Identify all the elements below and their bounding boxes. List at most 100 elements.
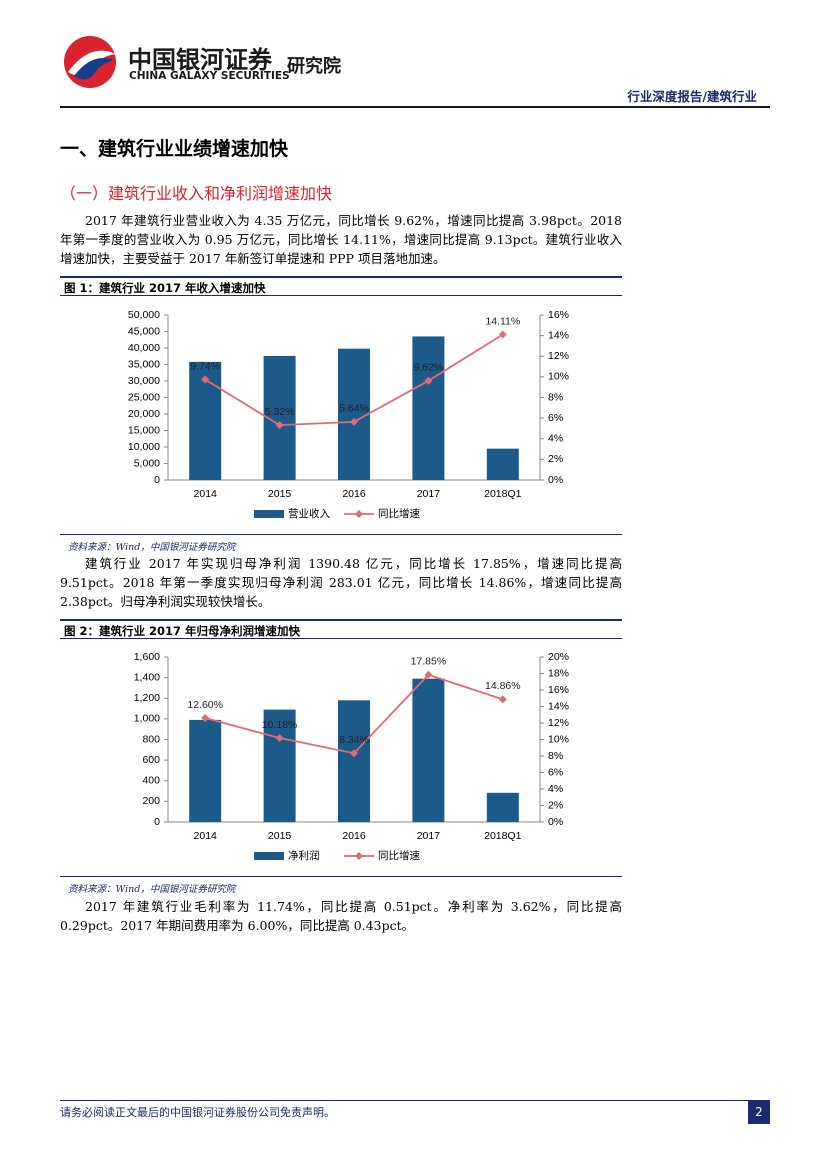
- x-tick-label: 2016: [342, 830, 366, 842]
- tick-label: 35,000: [128, 358, 160, 370]
- tick-label: 0%: [548, 474, 563, 486]
- tick-label: 2%: [548, 453, 563, 465]
- tick-label: 20%: [548, 651, 569, 663]
- tick-label: 200: [142, 795, 160, 807]
- x-tick-label: 2015: [268, 830, 292, 842]
- tick-label: 8%: [548, 391, 563, 403]
- chart-rule: [60, 876, 622, 877]
- data-label: 9.74%: [190, 360, 220, 372]
- tick-label: 0%: [548, 816, 563, 828]
- bar: [486, 448, 519, 480]
- data-label: 17.85%: [411, 656, 447, 668]
- bar: [338, 348, 370, 480]
- data-label: 12.60%: [187, 699, 223, 711]
- tick-label: 0: [154, 816, 160, 828]
- legend-label: 营业收入: [288, 507, 330, 520]
- point: [424, 670, 433, 679]
- tick-label: 14%: [548, 329, 569, 341]
- legend-swatch: [355, 852, 363, 860]
- point: [201, 714, 210, 723]
- tick-label: 16%: [548, 684, 569, 696]
- tick-label: 5,000: [134, 457, 160, 469]
- bar: [338, 700, 370, 822]
- legend-swatch: [254, 852, 284, 860]
- legend-swatch: [355, 510, 363, 518]
- point: [275, 734, 284, 743]
- legend-label: 同比增速: [378, 849, 420, 862]
- data-label: 14.86%: [485, 680, 521, 692]
- tick-label: 25,000: [128, 391, 160, 403]
- tick-label: 8%: [548, 750, 563, 762]
- bar: [412, 678, 445, 822]
- tick-label: 45,000: [128, 325, 160, 337]
- tick-label: 6%: [548, 412, 563, 424]
- x-tick-label: 2015: [268, 488, 292, 500]
- x-tick-label: 2018Q1: [484, 830, 522, 842]
- tick-label: 30,000: [128, 375, 160, 387]
- tick-label: 20,000: [128, 408, 160, 420]
- footer-rule: [60, 1100, 770, 1101]
- x-tick-label: 2014: [194, 488, 218, 500]
- paragraph: 建筑行业 2017 年实现归母净利润 1390.48 亿元，同比增长 17.85…: [60, 556, 622, 609]
- legend-swatch: [254, 510, 284, 518]
- tick-label: 18%: [548, 667, 569, 679]
- tick-label: 600: [142, 754, 160, 766]
- bar: [189, 719, 222, 822]
- page-number: 2: [748, 1100, 770, 1124]
- tick-label: 10%: [548, 733, 569, 745]
- tick-label: 14%: [548, 700, 569, 712]
- tick-label: 0: [154, 474, 160, 486]
- chart-rule: [60, 534, 622, 535]
- tick-label: 16%: [548, 309, 569, 321]
- tick-label: 10,000: [128, 441, 160, 453]
- tick-label: 1,400: [134, 671, 160, 683]
- data-label: 14.11%: [485, 315, 520, 327]
- tick-label: 12%: [548, 717, 569, 729]
- tick-label: 400: [142, 775, 160, 787]
- tick-label: 10%: [548, 371, 569, 383]
- tick-label: 12%: [548, 350, 569, 362]
- data-label: 9.62%: [414, 362, 444, 374]
- tick-label: 800: [142, 733, 160, 745]
- section-title: 一、建筑行业业绩增速加快: [60, 138, 289, 160]
- tick-label: 50,000: [128, 309, 160, 321]
- logo-cn: 中国银河证券: [128, 46, 272, 74]
- tick-label: 1,200: [134, 692, 160, 704]
- header-rule: [60, 106, 770, 108]
- tick-label: 1,000: [134, 713, 160, 725]
- tick-label: 6%: [548, 766, 563, 778]
- tick-label: 2%: [548, 799, 563, 811]
- bar: [263, 709, 296, 822]
- data-label: 5.32%: [265, 406, 295, 418]
- point: [498, 695, 507, 704]
- point: [201, 375, 210, 384]
- bar: [486, 792, 519, 822]
- point: [350, 417, 358, 426]
- data-label: 5.64%: [339, 403, 369, 415]
- tick-label: 4%: [548, 433, 563, 445]
- institute: 研究院: [287, 56, 341, 77]
- data-label: 8.34%: [339, 734, 369, 746]
- legend-label: 净利润: [288, 849, 320, 862]
- chart: 0 5,000 10,000 15,000 20,000 25,000 30,000 35,0…: [128, 309, 569, 520]
- point: [350, 749, 358, 758]
- disclaimer: 请务必阅读正文最后的中国银河证券股份公司免责声明。: [60, 1106, 335, 1119]
- x-tick-label: 2017: [417, 830, 441, 842]
- chart-source: 资料来源：Wind，中国银河证券研究院: [68, 542, 236, 553]
- subsection-title: （一）建筑行业收入和净利润增速加快: [60, 184, 333, 203]
- x-tick-label: 2018Q1: [484, 488, 522, 500]
- tick-label: 15,000: [128, 424, 160, 436]
- tick-label: 1,600: [134, 651, 160, 663]
- legend-label: 同比增速: [378, 507, 420, 520]
- data-label: 10.18%: [262, 719, 298, 731]
- x-tick-label: 2014: [194, 830, 218, 842]
- tick-label: 4%: [548, 783, 563, 795]
- logo-icon: [64, 36, 116, 88]
- point: [424, 376, 433, 385]
- logo-en: CHINA GALAXY SECURITIES: [129, 70, 290, 82]
- point: [498, 330, 507, 339]
- point: [275, 421, 284, 430]
- x-tick-label: 2016: [342, 488, 366, 500]
- chart-caption: 图 1：建筑行业 2017 年收入增速加快: [60, 276, 622, 296]
